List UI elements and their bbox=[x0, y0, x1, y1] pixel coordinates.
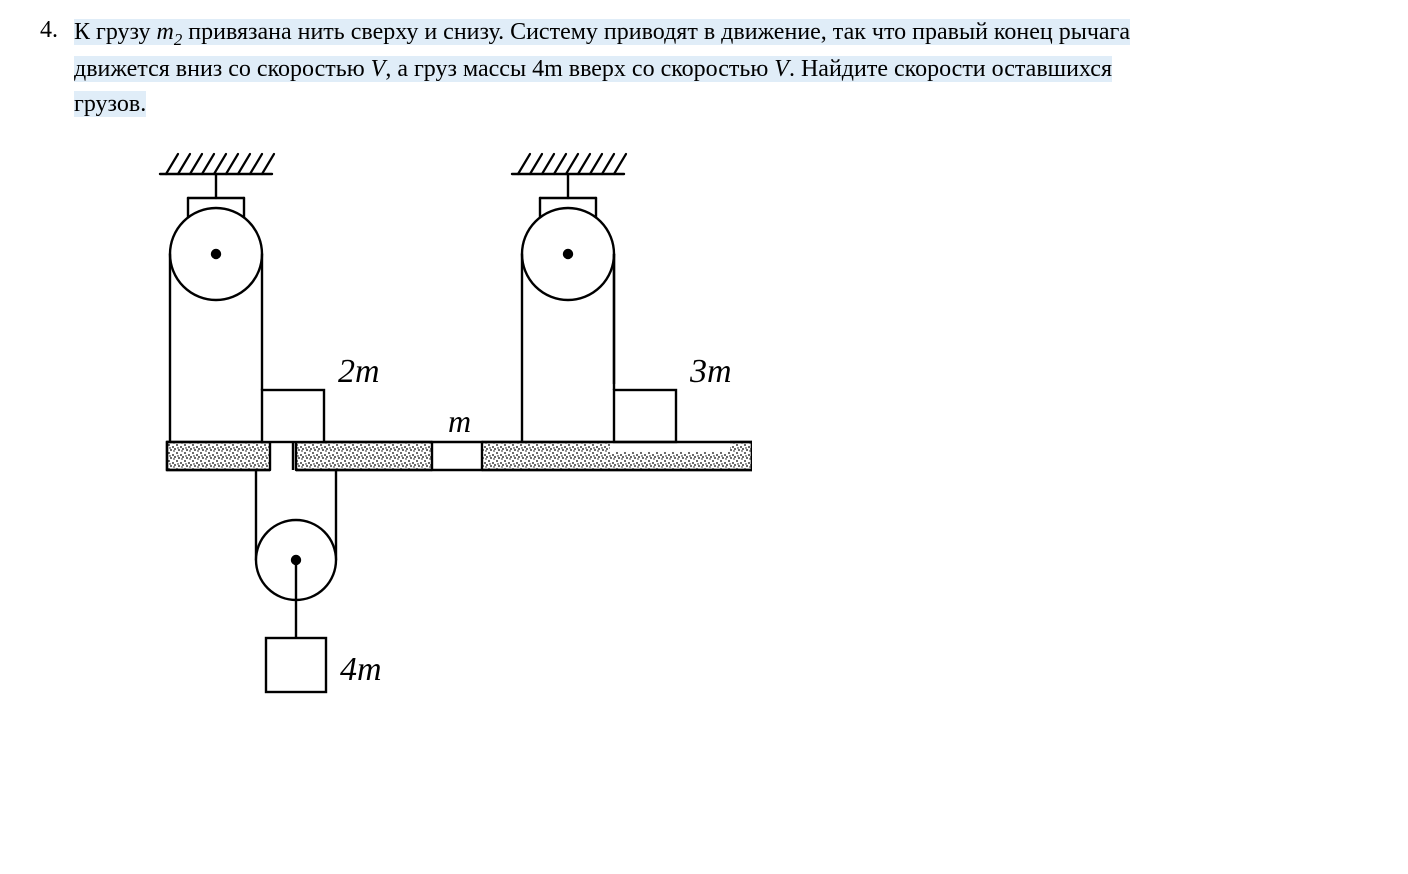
problem-text: К грузу m2 привязана нить сверху и снизу… bbox=[74, 15, 1368, 122]
highlight-line-3: грузов. bbox=[74, 91, 146, 117]
text-frag-3: грузов. bbox=[74, 91, 146, 117]
text-frag-2c: . Найдите скорости оставшихся bbox=[789, 56, 1112, 82]
text-frag-2a: движется вниз со скоростью bbox=[74, 56, 371, 82]
problem-block: 4. К грузу m2 привязана нить сверху и сн… bbox=[40, 15, 1368, 122]
text-frag-2b: , а груз массы 4m вверх со скоростью bbox=[385, 56, 774, 82]
page-root: 4. К грузу m2 привязана нить сверху и сн… bbox=[0, 0, 1408, 874]
problem-number: 4. bbox=[40, 15, 58, 44]
symbol-m2: m2 bbox=[157, 19, 183, 45]
physics-diagram: 2m m 3m 4m bbox=[112, 140, 752, 710]
label-3m: 3m bbox=[689, 353, 732, 390]
text-frag-1b: привязана нить сверху и снизу. Систему п… bbox=[182, 19, 1130, 45]
label-2m: 2m bbox=[338, 353, 380, 390]
label-m: m bbox=[448, 403, 471, 439]
highlight-line-1: К грузу m2 привязана нить сверху и снизу… bbox=[74, 19, 1130, 45]
symbol-v2: V bbox=[774, 56, 789, 82]
text-frag-1: К грузу bbox=[74, 19, 157, 45]
highlight-line-2: движется вниз со скоростью V, а груз мас… bbox=[74, 56, 1112, 82]
label-4m: 4m bbox=[340, 651, 382, 688]
symbol-v1: V bbox=[371, 56, 386, 82]
diagram-container: 2m m 3m 4m bbox=[112, 140, 1368, 715]
